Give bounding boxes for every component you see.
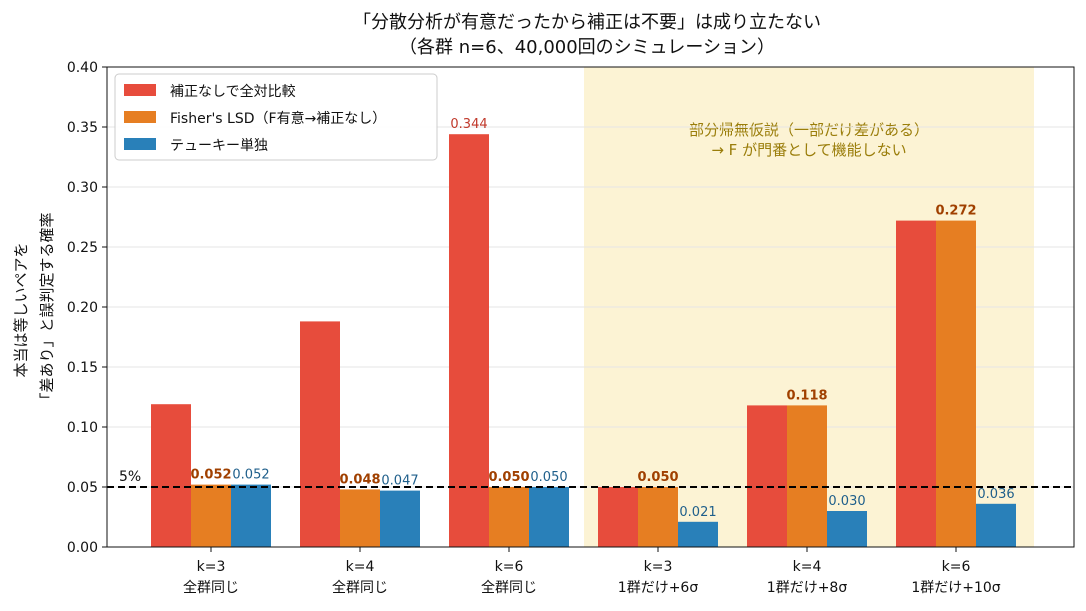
bar — [300, 321, 340, 547]
bar — [638, 487, 678, 547]
bar — [529, 487, 569, 547]
data-label: 0.050 — [488, 470, 529, 485]
x-tick-label-line2: 1群だけ+8σ — [767, 580, 848, 596]
x-tick-label-line1: k=4 — [346, 559, 375, 575]
y-tick-label: 0.25 — [67, 240, 98, 256]
bar-layer — [151, 134, 1016, 547]
legend-box — [114, 73, 438, 161]
data-label: 0.052 — [190, 468, 231, 483]
bar — [896, 220, 936, 547]
bar — [151, 404, 191, 547]
data-label: 0.047 — [381, 474, 418, 489]
bar — [231, 484, 271, 547]
x-tick-label-line1: k=6 — [942, 559, 971, 575]
y-tick-label: 0.20 — [67, 300, 98, 316]
data-label: 0.030 — [828, 494, 865, 509]
y-tick-label: 0.40 — [67, 60, 98, 76]
bar — [340, 489, 380, 547]
x-tick-label-line2: 全群同じ — [183, 579, 239, 596]
bar — [976, 503, 1016, 547]
reference-line-layer: 5% — [107, 469, 1074, 488]
x-tick-label-line1: k=4 — [793, 559, 822, 575]
legend-swatch — [124, 84, 156, 96]
reference-line-label: 5% — [119, 469, 141, 485]
y-tick-label: 0.30 — [67, 180, 98, 196]
legend: 補正なしで全対比較 Fisher's LSD（F有意→補正なし） テューキー単独 — [114, 73, 438, 161]
legend-entry: テューキー単独 — [170, 138, 268, 154]
chart-subtitle: （各群 n=6、40,000回のシミュレーション） — [399, 37, 775, 58]
data-label: 0.272 — [935, 204, 976, 219]
plot-frame — [106, 66, 1075, 548]
bar — [936, 220, 976, 547]
highlight-region-text-line2: → F が門番として機能しない — [711, 141, 906, 159]
x-tick-label-line2: 全群同じ — [332, 579, 388, 596]
bar — [598, 487, 638, 547]
bar — [380, 490, 420, 547]
x-tick-label-line1: k=3 — [197, 559, 226, 575]
bar — [191, 484, 231, 547]
bar — [747, 405, 787, 547]
data-label: 0.344 — [450, 117, 487, 132]
chart-title: 「分散分析が有意だったから補正は不要」は成り立たない — [353, 12, 821, 33]
y-axis-label-line2: 「差あり」と誤判定する確率 — [38, 212, 56, 407]
highlight-region-text-line1: 部分帰無仮説（一部だけ差がある） — [689, 121, 929, 139]
x-tick-label-line2: 1群だけ+10σ — [911, 580, 1000, 596]
x-tick-label-line2: 全群同じ — [481, 579, 537, 596]
legend-swatch — [124, 138, 156, 150]
x-tick-label-line2: 1群だけ+6σ — [618, 580, 699, 596]
y-tick-label: 0.05 — [67, 480, 98, 496]
data-label: 0.050 — [637, 470, 678, 485]
data-label: 0.021 — [679, 505, 716, 520]
data-label: 0.118 — [786, 388, 827, 403]
y-tick-label: 0.00 — [67, 540, 98, 556]
y-axis-label-line1: 本当は等しいペアを — [12, 242, 30, 377]
legend-entry: Fisher's LSD（F有意→補正なし） — [170, 110, 386, 127]
bar — [827, 511, 867, 547]
bar — [787, 405, 827, 547]
data-label: 0.050 — [530, 470, 567, 485]
y-tick-label: 0.35 — [67, 120, 98, 136]
bar — [449, 134, 489, 547]
data-label: 0.052 — [232, 468, 269, 483]
bar — [489, 487, 529, 547]
legend-swatch — [124, 111, 156, 123]
bar — [678, 521, 718, 547]
data-label: 0.048 — [339, 472, 380, 487]
data-label: 0.036 — [977, 487, 1014, 502]
legend-entry: 補正なしで全対比較 — [170, 83, 296, 100]
x-tick-label-line1: k=3 — [644, 559, 673, 575]
x-tick-label-line1: k=6 — [495, 559, 524, 575]
y-tick-label: 0.10 — [67, 420, 98, 436]
axis-layer: 0.00 0.05 0.10 0.15 0.20 0.25 0.30 0.35 0.40 k=3 全… — [67, 60, 1075, 596]
y-tick-label: 0.15 — [67, 360, 98, 376]
